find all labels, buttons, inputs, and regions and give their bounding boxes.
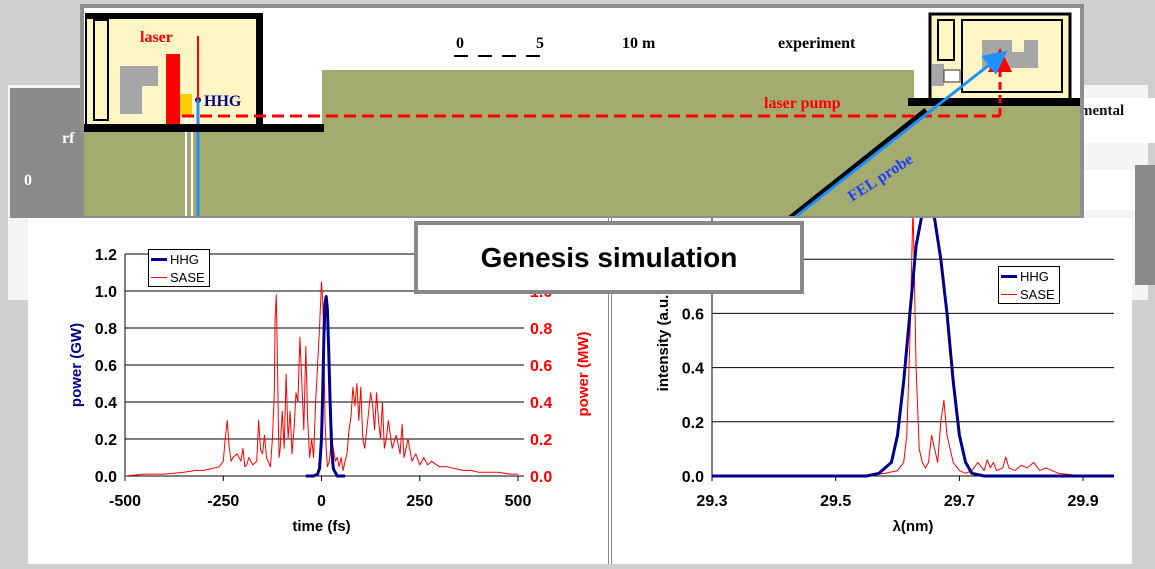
experiment-label: experiment	[778, 35, 856, 52]
scale-ten: 10 m	[622, 35, 656, 52]
x-tick-label: 29.9	[1068, 493, 1099, 510]
time-chart-legend: HHG SASE	[148, 249, 210, 287]
legend-label-sase: SASE	[170, 269, 205, 285]
x-tick-label: 250	[406, 493, 433, 510]
left-wall	[82, 124, 324, 132]
x-tick-label: -250	[207, 493, 239, 510]
y2-tick-label: 0.0	[530, 469, 552, 486]
y-tick-label: 0.4	[682, 361, 704, 378]
x-tick-label: 29.3	[696, 493, 727, 510]
x-axis-label: time (fs)	[292, 518, 350, 535]
series-line-sase	[124, 281, 518, 477]
y-tick-label: 1.0	[95, 284, 117, 301]
legend-swatch-hhg	[151, 257, 167, 261]
x-axis-label: λ(nm)	[893, 518, 934, 535]
background-right-block-3	[1135, 165, 1155, 285]
series-line-sase	[712, 204, 1114, 477]
laser-label: laser	[140, 29, 173, 46]
background-left-block: rf 0	[10, 88, 80, 218]
y-tick-label: 0.4	[95, 395, 117, 412]
y2-tick-label: 0.2	[530, 432, 552, 449]
legend-label-sase-2: SASE	[1020, 286, 1055, 302]
y-tick-label: 0.6	[682, 306, 704, 323]
y2-tick-label: 0.4	[530, 395, 552, 412]
hhg-source	[180, 94, 192, 116]
x-tick-label: 0	[317, 493, 326, 510]
y-tick-label: 0.6	[95, 358, 117, 375]
time-chart-panel: 0.0 0.2 0.4 0.6 0.8 1.0 1.2 -500 -250 0 250 500 time…	[28, 218, 608, 564]
right-wall	[908, 98, 1082, 106]
background-label-zero: 0	[24, 172, 32, 189]
laser-pump-label: laser pump	[764, 95, 841, 112]
legend-swatch-sase	[151, 276, 167, 278]
background-right-block	[1078, 98, 1155, 143]
y2-tick-label: 0.6	[530, 358, 552, 375]
fel-tunnel	[788, 108, 928, 218]
legend-label-hhg: HHG	[170, 251, 199, 267]
plan-ground	[82, 70, 1082, 218]
x-tick-label: 500	[505, 493, 532, 510]
x-tick-label: 29.5	[820, 493, 851, 510]
background-label-mental: mental	[1080, 103, 1125, 119]
x-tick-label: -500	[109, 493, 141, 510]
legend-item-sase-2: SASE	[999, 285, 1059, 303]
floor-plan: laser HHG 0 5 10 m experiment laser pump…	[82, 6, 1082, 218]
genesis-simulation-callout: Genesis simulation	[414, 221, 804, 294]
hhg-label: HHG	[204, 93, 242, 110]
y2-axis-label: power (MW)	[575, 332, 592, 417]
scale-zero: 0	[456, 35, 464, 52]
legend-item-sase: SASE	[149, 268, 209, 286]
y-tick-label: 0.8	[95, 321, 117, 338]
background-label-rf: rf	[62, 130, 75, 147]
chart-divider	[608, 218, 612, 564]
fel-probe-beam	[793, 50, 1008, 218]
legend-item-hhg: HHG	[149, 250, 209, 268]
y-tick-label: 0.0	[682, 469, 704, 486]
y-tick-label: 0.2	[682, 415, 704, 432]
y2-tick-label: 0.8	[530, 321, 552, 338]
legend-swatch-sase-2	[1001, 293, 1017, 295]
spectrum-chart-legend: HHG SASE	[998, 266, 1060, 304]
laser-block	[166, 54, 180, 126]
experiment-machine	[982, 40, 1012, 68]
legend-item-hhg-2: HHG	[999, 267, 1059, 285]
laser-machine-1	[120, 66, 142, 114]
x-tick-label: 29.7	[944, 493, 975, 510]
legend-label-hhg-2: HHG	[1020, 268, 1049, 284]
y-axis-label: power (GW)	[68, 323, 85, 407]
series-line-hhg	[305, 295, 346, 478]
spectrum-chart: 0.00.20.40.60.829.329.529.729.9λ(nm)inte…	[655, 203, 1114, 535]
scale-five: 5	[536, 35, 544, 52]
y-tick-label: 1.2	[95, 247, 117, 264]
y-axis-label: intensity (a.u.)	[655, 290, 672, 392]
background-right-block-2	[1080, 170, 1140, 210]
y-tick-label: 0.0	[95, 469, 117, 486]
time-chart: 0.0 0.2 0.4 0.6 0.8 1.0 1.2 -500 -250 0 250 500 time…	[68, 247, 592, 535]
legend-swatch-hhg-2	[1001, 274, 1017, 278]
y-tick-label: 0.2	[95, 432, 117, 449]
